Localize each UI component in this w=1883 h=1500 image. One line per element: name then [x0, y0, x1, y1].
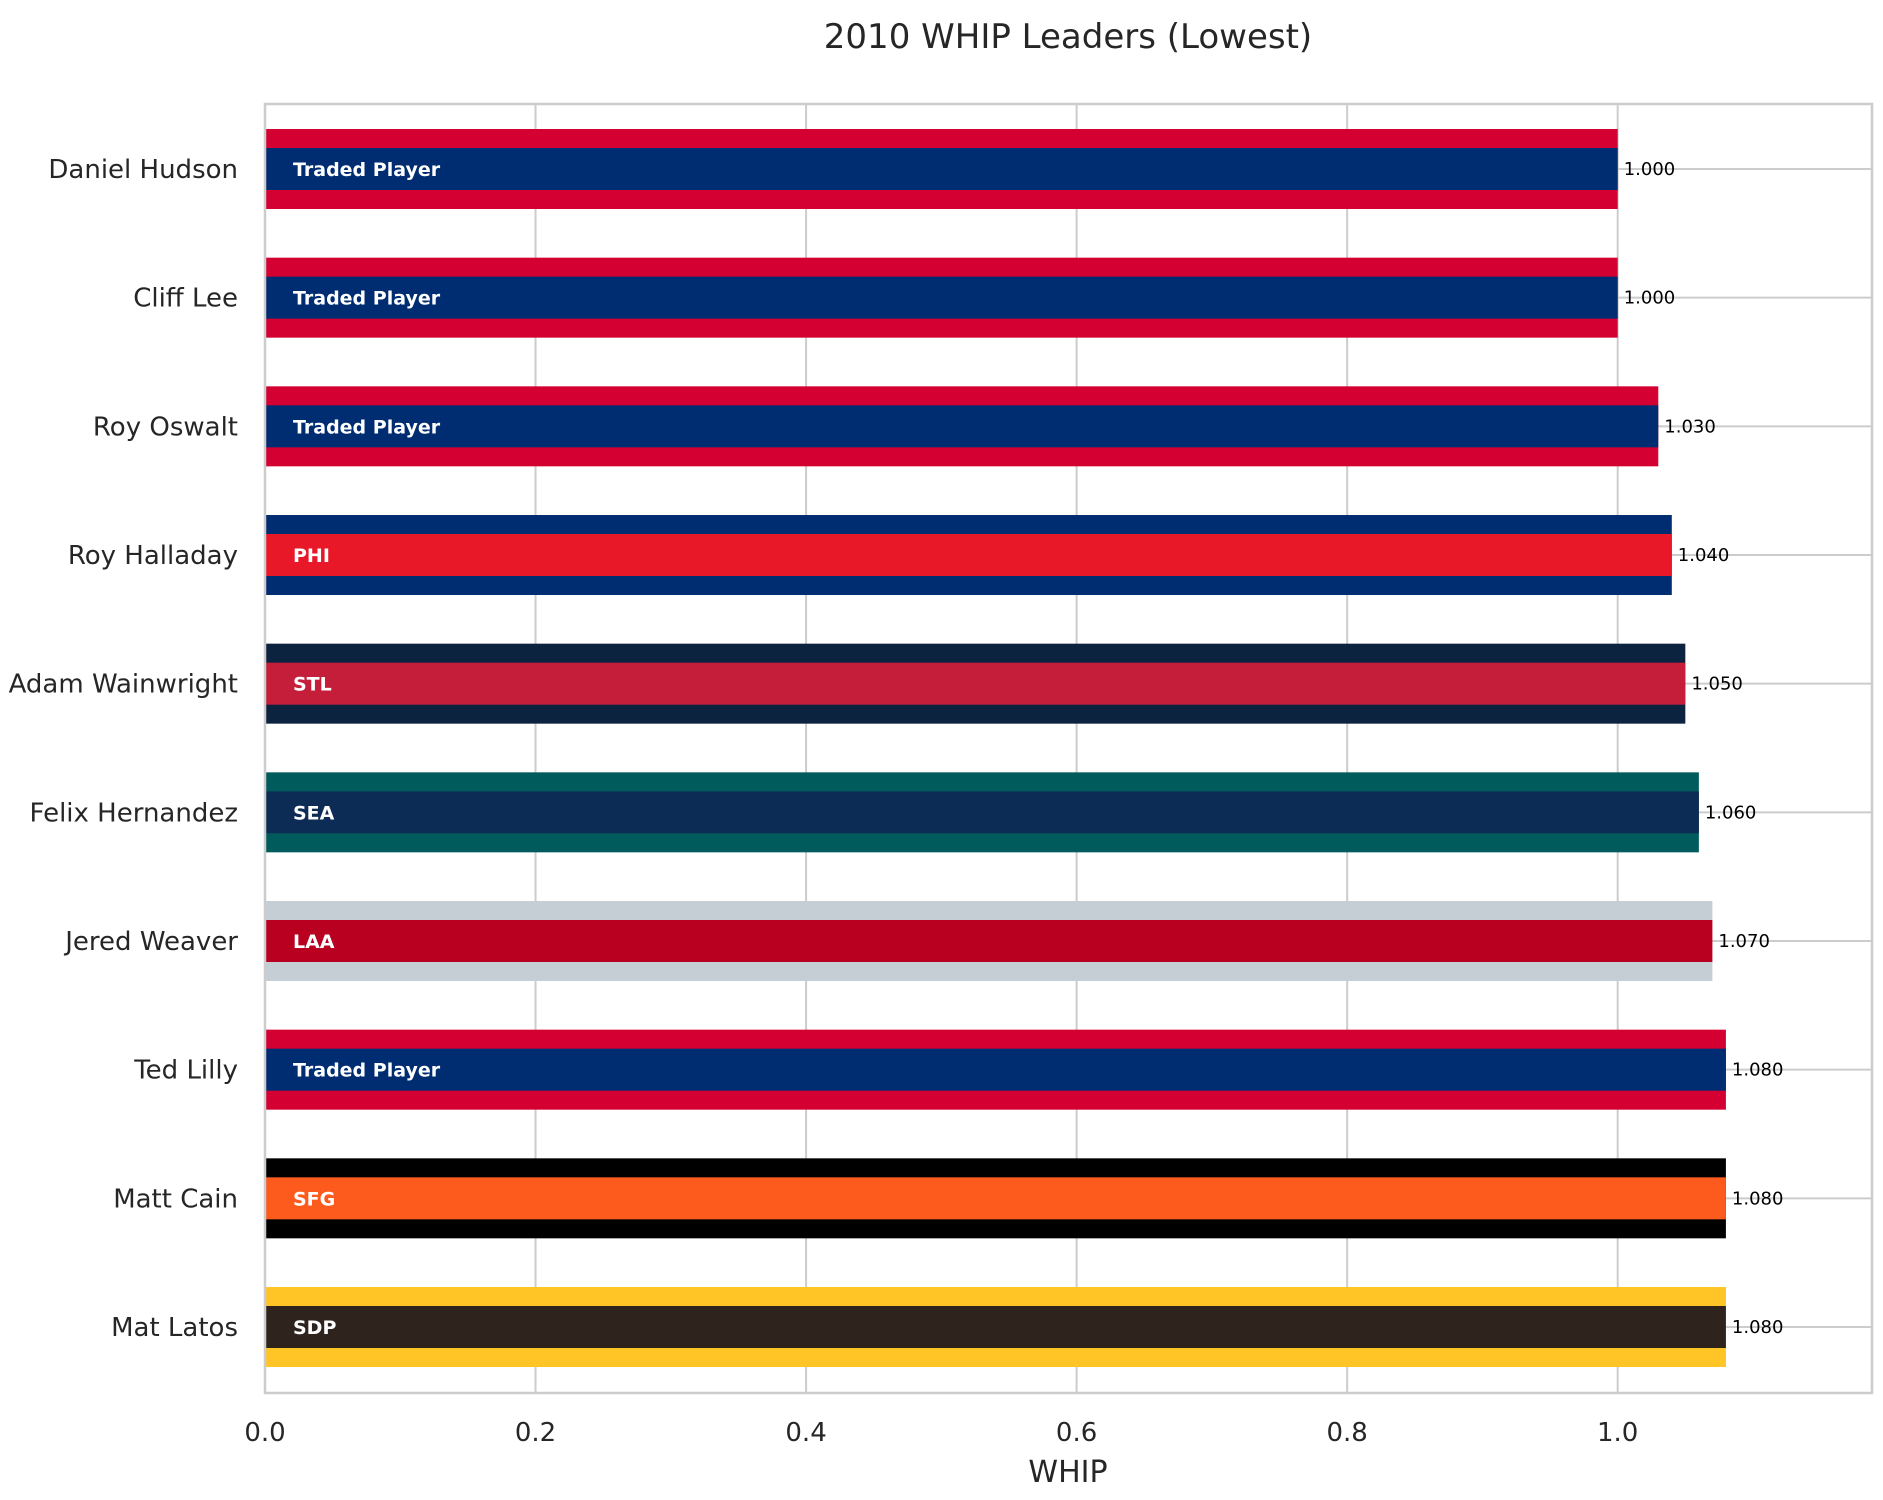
category-label: Roy Oswalt	[93, 412, 238, 442]
value-label: 1.000	[1624, 288, 1676, 309]
value-label: 1.080	[1732, 1317, 1784, 1338]
bar-inner	[265, 405, 1659, 448]
x-tick-label: 0.8	[1326, 1418, 1367, 1448]
value-label: 1.070	[1718, 931, 1770, 952]
value-label: 1.030	[1664, 416, 1716, 437]
team-label: Traded Player	[293, 416, 441, 438]
category-label: Roy Halladay	[68, 541, 238, 571]
team-label: LAA	[293, 931, 335, 953]
value-label: 1.080	[1732, 1060, 1784, 1081]
plot-area-frame	[263, 102, 1874, 1395]
bar-inner	[265, 276, 1618, 319]
team-label: STL	[293, 674, 332, 696]
bar-inner	[265, 1177, 1726, 1220]
bar-inner	[265, 1306, 1726, 1348]
category-label: Ted Lilly	[133, 1056, 238, 1086]
value-label: 1.060	[1705, 802, 1757, 823]
value-label: 1.040	[1678, 545, 1730, 566]
x-tick-label: 0.2	[515, 1418, 556, 1448]
team-label: SFG	[293, 1188, 335, 1210]
category-label: Felix Hernandez	[30, 798, 238, 828]
value-label: 1.000	[1624, 159, 1676, 180]
bars	[265, 129, 1726, 1367]
category-label: Jered Weaver	[63, 927, 238, 957]
x-tick-label: 0.0	[244, 1418, 285, 1448]
bar-inner	[265, 920, 1713, 962]
bar-inner	[265, 534, 1672, 576]
x-tick-label: 0.6	[1056, 1418, 1097, 1448]
bar-inner	[265, 148, 1618, 190]
labels: 0.0 0.2 0.4 0.6 0.8 1.0 Traded Player 1.000 Dani…	[9, 155, 1784, 1448]
x-tick-label: 0.4	[785, 1418, 826, 1448]
x-axis-label: WHIP	[1028, 1455, 1107, 1490]
team-label: Traded Player	[293, 159, 441, 181]
x-tick-label: 1.0	[1597, 1418, 1638, 1448]
value-label: 1.050	[1691, 674, 1743, 695]
team-label: Traded Player	[293, 1060, 441, 1082]
team-label: SDP	[293, 1317, 336, 1339]
bar-inner	[265, 1048, 1726, 1091]
category-label: Cliff Lee	[133, 284, 238, 314]
team-label: Traded Player	[293, 288, 441, 310]
team-label: PHI	[293, 545, 330, 567]
chart-title: 2010 WHIP Leaders (Lowest)	[824, 17, 1312, 57]
bar-inner	[265, 662, 1686, 705]
category-label: Adam Wainwright	[9, 670, 238, 700]
bar-inner	[265, 791, 1699, 834]
value-label: 1.080	[1732, 1188, 1784, 1209]
category-label: Daniel Hudson	[48, 155, 238, 185]
team-label: SEA	[293, 802, 335, 824]
category-label: Mat Latos	[111, 1313, 238, 1343]
category-label: Matt Cain	[113, 1184, 238, 1214]
